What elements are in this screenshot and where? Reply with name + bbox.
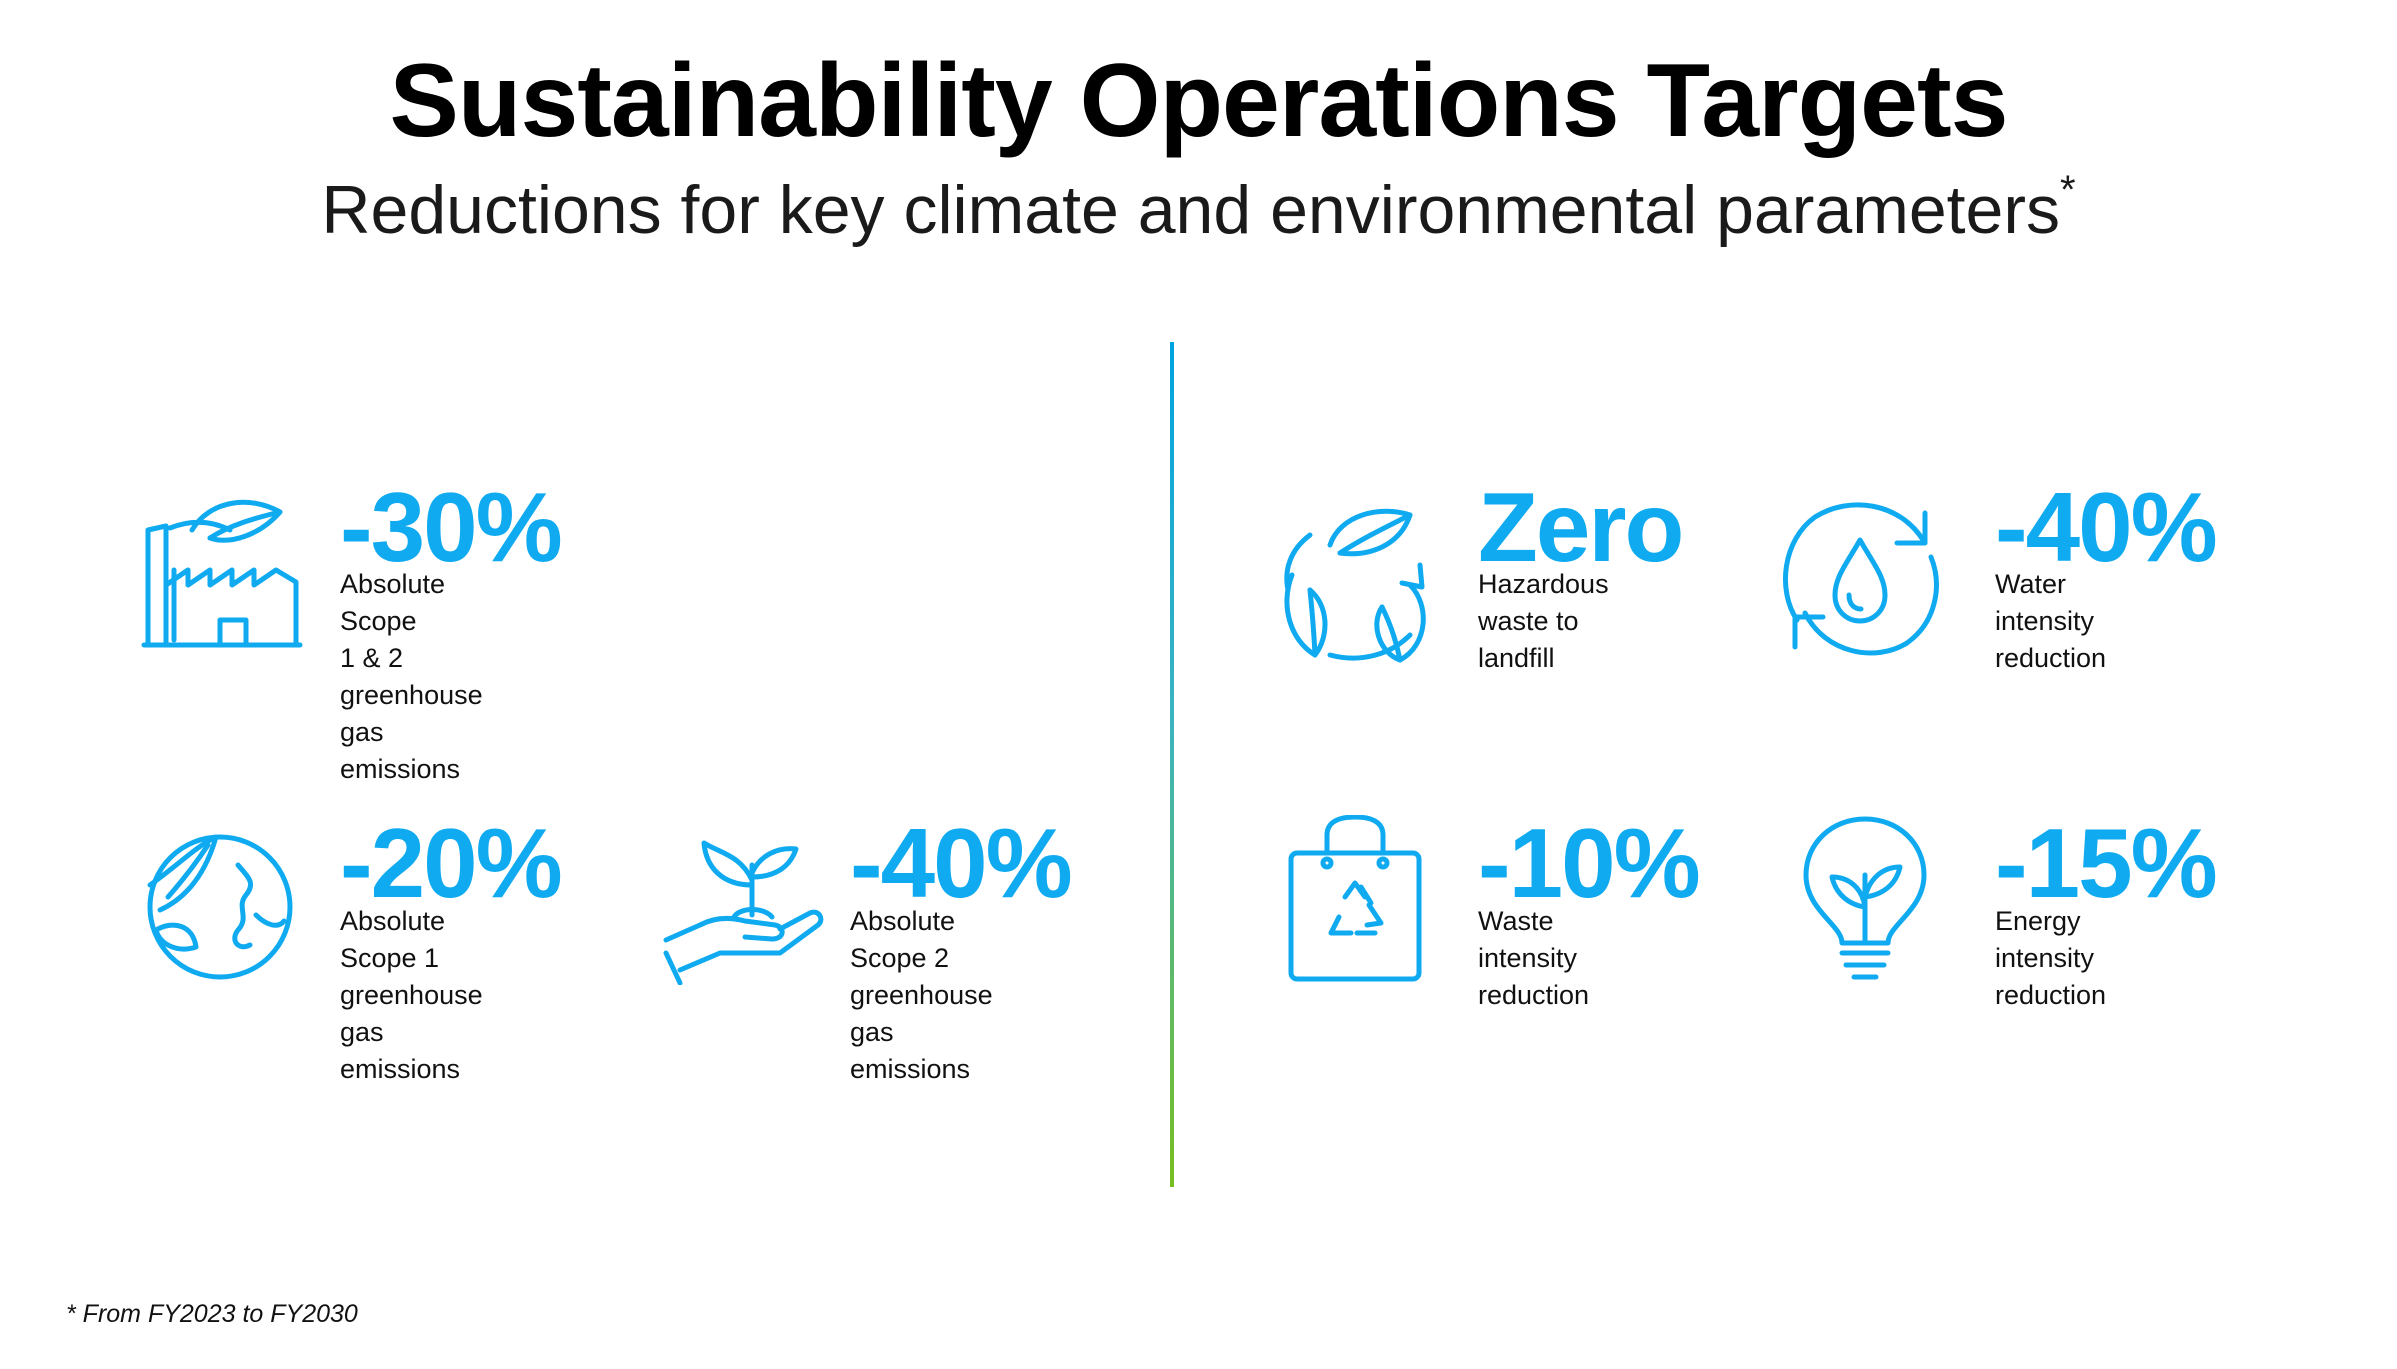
target-value: -30% xyxy=(340,472,563,582)
target-label: Absolute Scope 2 greenhouse gas emission… xyxy=(850,906,993,1084)
target-value: -40% xyxy=(1995,472,2218,582)
target-label: Absolute Scope 1 greenhouse gas emission… xyxy=(340,906,483,1084)
page-subtitle: Reductions for key climate and environme… xyxy=(0,168,2397,249)
target-value: -40% xyxy=(850,808,1073,918)
target-label: Waste intensity reduction xyxy=(1478,906,1590,1010)
footnote: * From FY2023 to FY2030 xyxy=(66,1300,358,1328)
subtitle-text: Reductions for key climate and environme… xyxy=(321,172,2061,248)
factory-leaf-icon xyxy=(140,490,310,650)
target-value: -20% xyxy=(340,808,563,918)
recycle-bag-icon xyxy=(1285,815,1425,985)
target-label: Hazardous waste to landfill xyxy=(1478,569,1609,673)
target-value: Zero xyxy=(1478,472,1684,582)
section-divider xyxy=(1170,342,1174,1187)
subtitle-footnote-marker: * xyxy=(2060,168,2076,212)
recycle-leaves-icon xyxy=(1270,495,1440,665)
water-drop-cycle-icon xyxy=(1775,495,1945,665)
target-label: Water intensity reduction xyxy=(1995,569,2107,673)
target-label: Absolute Scope 1 & 2 greenhouse gas emis… xyxy=(340,569,483,784)
lightbulb-leaf-icon xyxy=(1800,815,1930,985)
target-value: -15% xyxy=(1995,808,2218,918)
target-value: -10% xyxy=(1478,808,1701,918)
globe-leaf-icon xyxy=(138,825,298,985)
target-label: Energy intensity reduction xyxy=(1995,906,2107,1010)
page-title: Sustainability Operations Targets xyxy=(389,43,2009,159)
hand-sprout-icon xyxy=(660,825,830,985)
